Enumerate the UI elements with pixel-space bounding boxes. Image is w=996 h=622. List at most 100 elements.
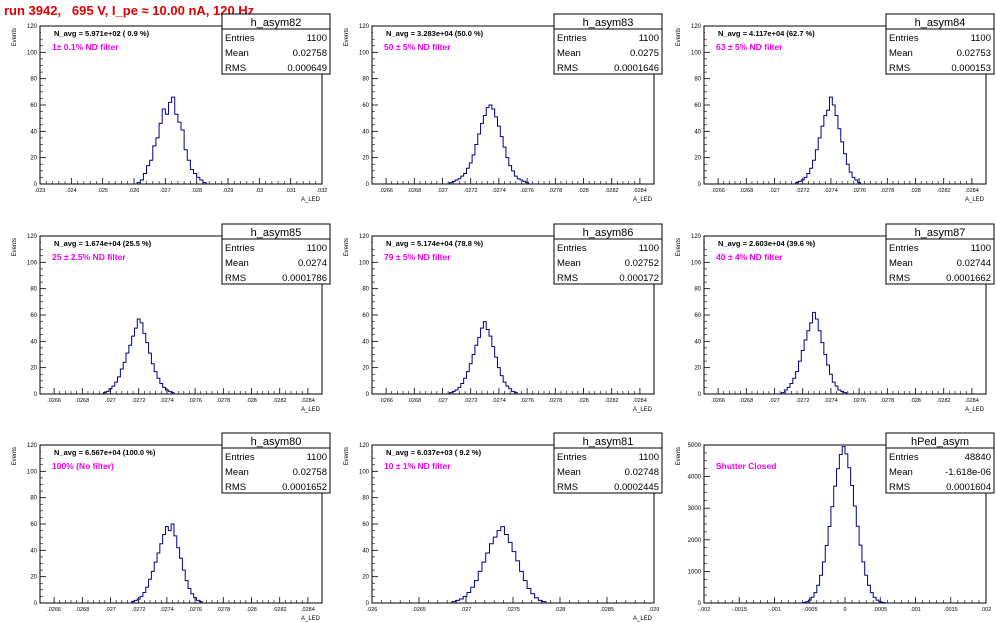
histogram-h_asym87: 0 20 40 60 80 100 120 .0266 .0268 .027 .0272 .0274.… [676,223,995,413]
histogram-bin [175,114,178,184]
stats-value-mean: 0.02753 [957,48,991,59]
stats-box: h_asym82 Entries 1100 Mean 0.02758 RMS 0.00064… [221,13,331,75]
stats-label-entries: Entries [225,243,255,254]
y-tick-label: 120 [27,443,38,449]
stats-label-entries: Entries [557,452,587,463]
x-tick-label: .0272 [464,188,478,194]
stats-box: h_asym84 Entries 1100 Mean 0.02753 RMS 0.00015… [885,13,995,75]
histogram-h_asym86: 0 20 40 60 80 100 120 .0266 .0268 .027 .0272 .0274.… [344,223,663,413]
histogram-bin [492,109,495,184]
y-tick-label: 0 [366,601,370,607]
y-tick-label: 40 [30,548,37,554]
y-tick-label: 5000 [688,443,702,449]
navg-box: N_avg = 6.037e+03 ( 9.2 %) [373,446,547,458]
histogram-bin [471,587,475,603]
y-axis-label: Events [676,238,682,256]
stats-value-mean: 0.02752 [625,258,659,269]
histogram-bin [134,328,137,394]
stats-box: h_asym86 Entries 1100 Mean 0.02752 RMS 0.00017… [553,223,663,285]
x-tick-label: .028 [191,188,202,194]
x-tick-label: .0266 [47,398,61,404]
stats-value-mean: 0.02744 [957,258,991,269]
filter-note: 1± 0.1% ND filter [52,42,119,52]
navg-box: N_avg = 3.283e+04 (50.0 %) [373,27,547,39]
stats-box: h_asym81 Entries 1100 Mean 0.02748 RMS 0.00024… [553,432,663,494]
stats-label-rms: RMS [889,482,910,493]
x-axis-label: A_LED [301,197,321,203]
x-tick-label: .028 [578,398,589,404]
x-tick-label: .0282 [273,607,287,613]
histogram-bin [483,322,486,394]
x-tick-label: .0272 [132,398,146,404]
x-tick-label: .032 [317,188,328,194]
y-tick-label: 20 [30,156,37,162]
y-tick-label: 0 [698,182,702,188]
histogram-bin [505,535,509,603]
y-tick-label: 1000 [688,569,702,575]
histogram-h_asym84: 0 20 40 60 80 100 120 .0266 .0268 .027 .0272 .0274.… [676,13,995,203]
y-tick-label: 100 [691,260,702,266]
stats-label-rms: RMS [225,482,246,493]
stats-label-mean: Mean [557,258,581,269]
histogram-bin [523,581,527,603]
y-tick-label: 60 [30,313,37,319]
filter-note: 100% (No filter) [52,461,114,471]
x-tick-label: .025 [97,188,108,194]
histogram-bin [501,527,505,603]
x-tick-label: .0284 [633,398,647,404]
x-tick-label: .0274 [824,398,838,404]
histogram-line [781,311,847,394]
navg-text: N_avg = 2.603e+04 (39.6 %) [718,239,816,248]
y-tick-label: 40 [362,548,369,554]
x-tick-label: .027 [105,607,116,613]
x-tick-label: .027 [769,188,780,194]
stats-box: h_asym83 Entries 1100 Mean 0.0275 RMS 0.000164… [553,13,663,75]
navg-text: N_avg = 6.037e+03 ( 9.2 %) [386,448,482,457]
histogram-bin [486,108,489,184]
histogram-line [136,96,207,184]
y-tick-label: 20 [362,366,369,372]
stats-value-rms: 0.000649 [287,63,327,74]
x-tick-label: .031 [285,188,296,194]
x-tick-label: .002 [981,607,992,613]
x-tick-label: .0278 [880,398,894,404]
stats-title: h_asym80 [251,436,302,448]
x-tick-label: .03 [256,188,264,194]
filter-note: Shutter Closed [716,461,776,471]
navg-bg [373,237,547,249]
x-tick-label: .026 [367,607,378,613]
x-tick-label: .0274 [492,398,506,404]
y-tick-label: 0 [698,601,702,607]
y-tick-label: 0 [366,392,370,398]
histogram-line [449,104,530,184]
stats-label-entries: Entries [889,452,919,463]
x-tick-label: .0284 [633,188,647,194]
x-tick-label: .027 [461,607,472,613]
x-tick-label: .0266 [711,398,725,404]
stats-title: h_asym81 [583,436,634,448]
histogram-bin [497,531,501,603]
x-tick-label: .0278 [548,398,562,404]
stats-label-mean: Mean [557,467,581,478]
stats-value-mean: 0.0275 [630,48,659,59]
histogram-bin [535,598,539,603]
x-tick-label: .0015 [944,607,958,613]
stats-value-rms: 0.0001662 [946,273,991,284]
stats-frame [553,13,663,75]
stats-title: h_asym83 [583,17,634,29]
x-tick-label: .027 [769,398,780,404]
x-tick-label: .0274 [160,607,174,613]
stats-value-entries: 1100 [307,452,327,463]
navg-box: N_avg = 2.603e+04 (39.6 %) [705,237,879,249]
stats-label-rms: RMS [557,273,578,284]
navg-box: N_avg = 6.567e+04 (100.0 %) [41,446,215,458]
x-tick-label: .029 [649,607,660,613]
histogram-bin [489,105,492,184]
x-axis-label: A_LED [301,407,321,413]
histogram-line [799,446,891,604]
histogram-bin [474,581,478,603]
stats-value-rms: 0.0001646 [614,63,659,74]
y-tick-label: 120 [359,24,370,30]
x-tick-label: .0265 [412,607,426,613]
stats-value-entries: 48840 [965,452,991,463]
